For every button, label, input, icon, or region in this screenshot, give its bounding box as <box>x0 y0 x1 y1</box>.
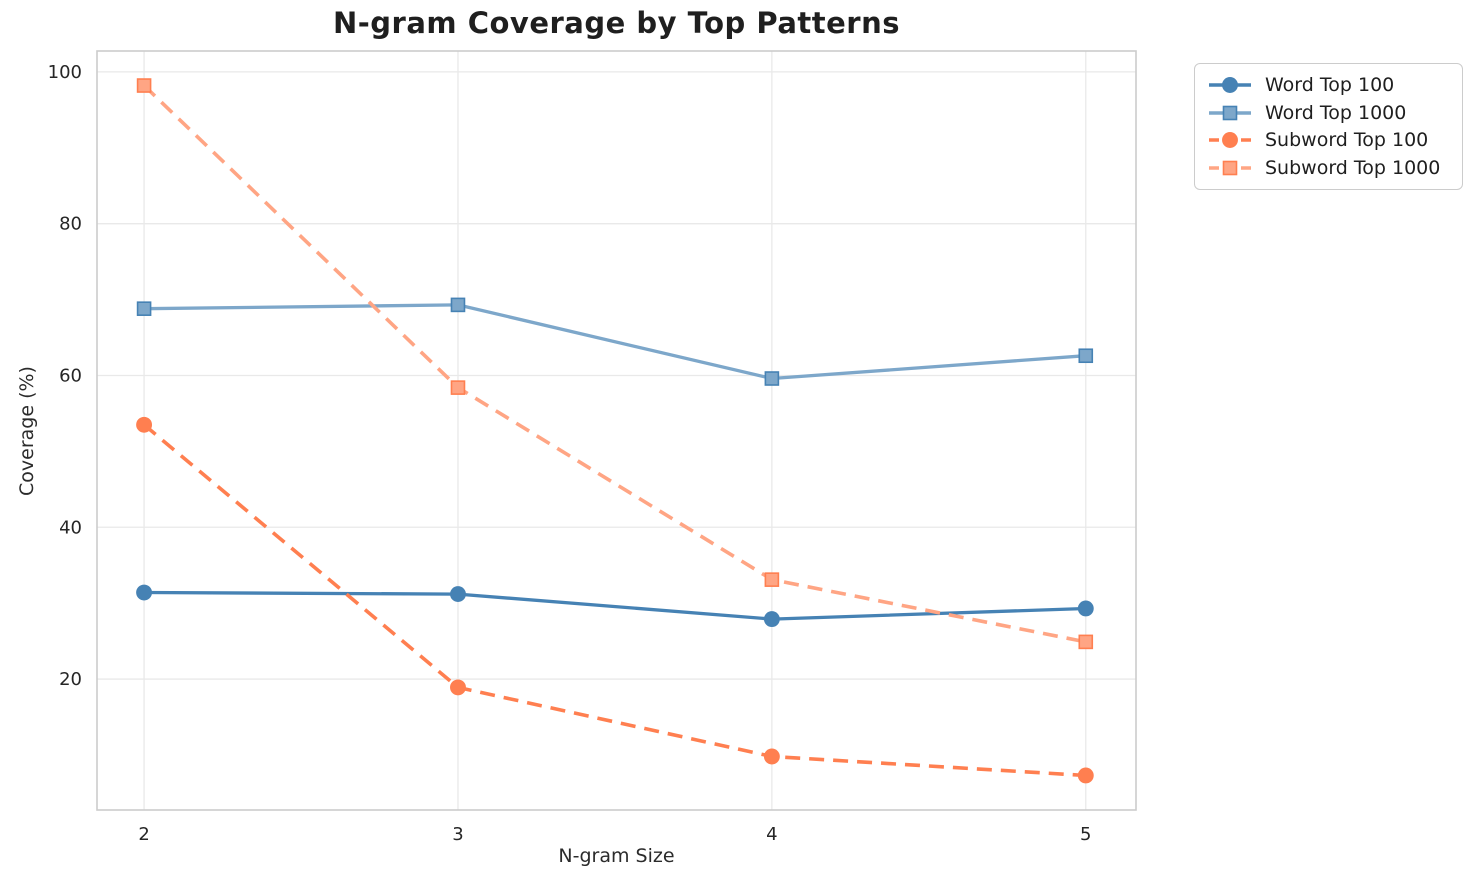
legend: Word Top 100 Word Top 1000 Subword Top 100… <box>1194 63 1463 190</box>
data-point-marker-subword-top-1000-x2 <box>136 78 152 93</box>
legend-swatch-word-top-100 <box>1209 76 1251 93</box>
y-tick-label-20: 20 <box>59 669 82 690</box>
legend-swatch-subword-top-100 <box>1209 132 1251 149</box>
legend-swatch-word-top-1000 <box>1209 105 1251 120</box>
x-tick-label-3: 3 <box>452 824 463 845</box>
y-axis-label: Coverage (%) <box>16 366 38 496</box>
x-tick-label-2: 2 <box>138 824 149 845</box>
data-point-marker-subword-top-1000-x5 <box>1078 634 1094 650</box>
data-point-marker-word-top-100-x3 <box>450 586 466 603</box>
legend-item-word-top-1000: Word Top 1000 <box>1207 99 1450 127</box>
data-point-marker-word-top-1000-x4 <box>764 371 780 386</box>
x-axis-label: N-gram Size <box>558 845 675 867</box>
legend-label-subword-top-1000: Subword Top 1000 <box>1265 157 1441 180</box>
data-point-marker-word-top-1000-x3 <box>450 297 466 313</box>
data-point-marker-subword-top-1000-x3 <box>450 380 466 395</box>
data-point-marker-subword-top-100-x2 <box>136 416 153 433</box>
y-tick-label-80: 80 <box>59 214 82 235</box>
y-tick-label-40: 40 <box>59 517 82 538</box>
data-point-marker-subword-top-100-x5 <box>1077 767 1094 784</box>
legend-label-subword-top-100: Subword Top 100 <box>1265 129 1429 152</box>
data-point-marker-word-top-100-x5 <box>1077 600 1094 617</box>
data-point-marker-subword-top-100-x4 <box>763 748 780 765</box>
legend-label-word-top-1000: Word Top 1000 <box>1265 101 1407 124</box>
legend-marker-word-top-100 <box>1222 76 1238 93</box>
data-point-marker-subword-top-100-x3 <box>450 679 466 696</box>
x-tick-label-4: 4 <box>766 824 777 845</box>
legend-label-word-top-100: Word Top 100 <box>1265 73 1395 96</box>
data-point-marker-subword-top-1000-x4 <box>764 572 780 587</box>
data-point-marker-word-top-1000-x5 <box>1078 348 1094 364</box>
plot-background <box>97 51 1136 810</box>
y-tick-label-60: 60 <box>59 365 82 386</box>
legend-marker-word-top-1000 <box>1222 105 1238 120</box>
legend-marker-subword-top-1000 <box>1222 160 1238 176</box>
series-line-word-top-1000 <box>144 303 1086 381</box>
data-point-marker-word-top-100-x4 <box>763 611 780 628</box>
legend-swatch-subword-top-1000 <box>1209 160 1251 176</box>
x-tick-label-5: 5 <box>1080 824 1091 845</box>
y-tick-label-100: 100 <box>48 62 82 83</box>
data-point-marker-word-top-1000-x2 <box>136 301 152 316</box>
data-point-marker-word-top-100-x2 <box>136 584 153 601</box>
legend-item-word-top-100: Word Top 100 <box>1207 71 1450 99</box>
chart-title: N-gram Coverage by Top Patterns <box>332 6 901 40</box>
series-line-subword-top-100 <box>142 423 1086 778</box>
legend-marker-subword-top-100 <box>1222 132 1238 149</box>
legend-item-subword-top-1000: Subword Top 1000 <box>1207 154 1450 182</box>
series-line-word-top-100 <box>144 590 1086 621</box>
legend-item-subword-top-100: Subword Top 100 <box>1207 127 1450 155</box>
axes-border <box>96 50 1137 811</box>
series-line-subword-top-1000 <box>142 84 1087 644</box>
